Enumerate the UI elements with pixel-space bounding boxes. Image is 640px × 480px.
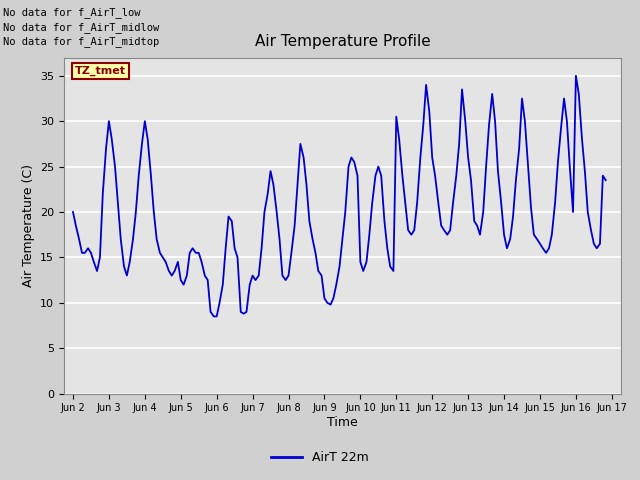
Text: No data for f_AirT_midtop: No data for f_AirT_midtop <box>3 36 159 47</box>
X-axis label: Time: Time <box>327 416 358 429</box>
Text: No data for f_AirT_low: No data for f_AirT_low <box>3 7 141 18</box>
Title: Air Temperature Profile: Air Temperature Profile <box>255 35 430 49</box>
Legend: AirT 22m: AirT 22m <box>266 446 374 469</box>
Y-axis label: Air Temperature (C): Air Temperature (C) <box>22 164 35 287</box>
Text: TZ_tmet: TZ_tmet <box>75 66 126 76</box>
Text: No data for f_AirT_midlow: No data for f_AirT_midlow <box>3 22 159 33</box>
